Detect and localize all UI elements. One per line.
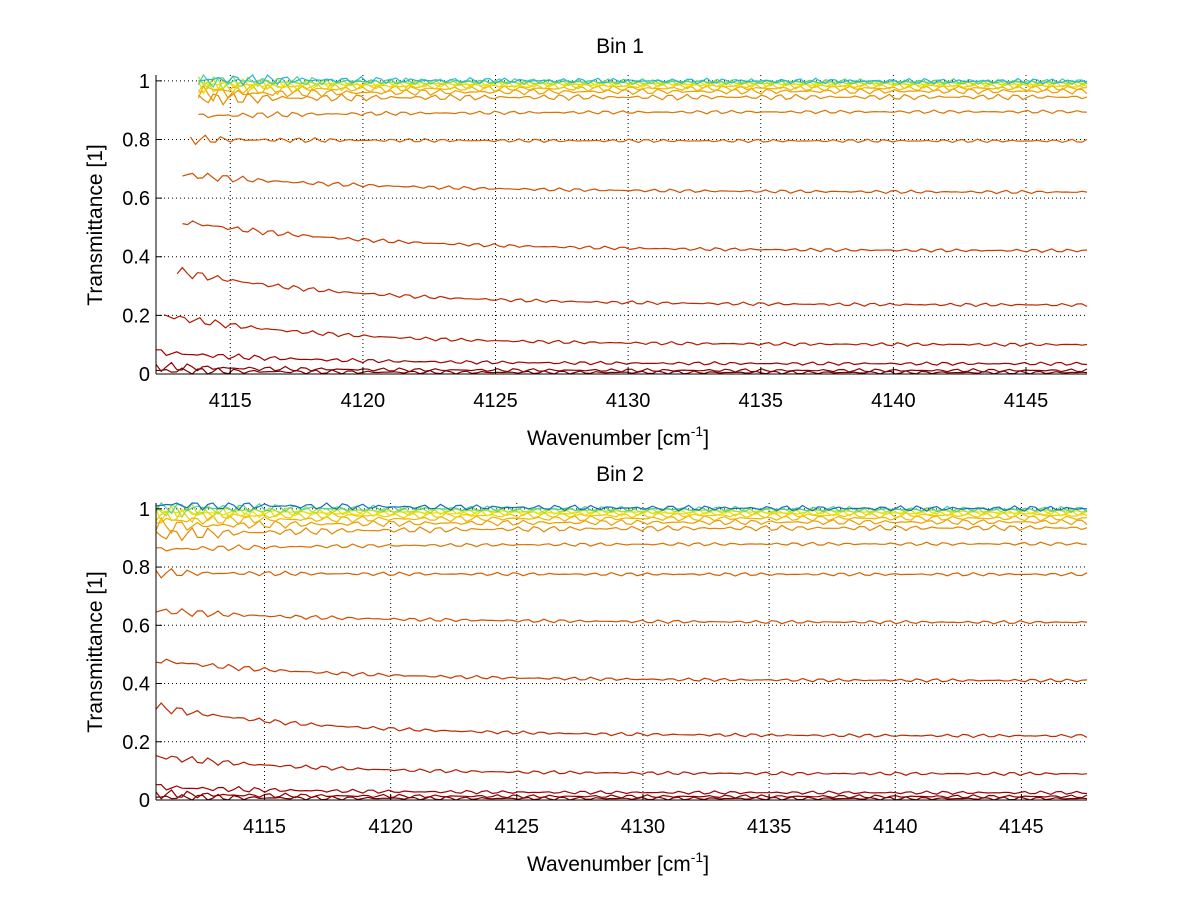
- x-axis-label-superscript: -1: [691, 423, 704, 439]
- y-tick-label: 0.6: [122, 615, 150, 637]
- series-line: [155, 361, 1088, 373]
- x-tick-label: 4130: [621, 816, 666, 838]
- y-tick-label: 0.2: [122, 732, 150, 754]
- series-line: [155, 514, 1088, 526]
- series-line: [190, 134, 1088, 146]
- series-line: [197, 75, 1088, 91]
- y-tick-label: 1: [139, 499, 150, 521]
- x-tick-label: 4115: [243, 816, 286, 838]
- series-line: [156, 349, 1088, 367]
- x-axis-label: Wavenumber [cm-1]: [527, 423, 709, 450]
- series-line: [198, 109, 1088, 119]
- x-tick-label: 4130: [606, 390, 651, 412]
- x-tick-label: 4125: [495, 816, 540, 838]
- x-tick-label: 4115: [209, 390, 252, 412]
- series-line: [155, 783, 1088, 796]
- series-line: [155, 658, 1088, 683]
- series-line: [155, 503, 1088, 519]
- x-tick-label: 4120: [368, 816, 413, 838]
- series-line: [197, 90, 1088, 106]
- series-line: [197, 77, 1088, 95]
- series-line: [155, 505, 1088, 523]
- chart-title: Bin 2: [596, 463, 644, 486]
- x-tick-label: 4135: [747, 816, 792, 838]
- x-tick-label: 4140: [873, 816, 918, 838]
- y-tick-label: 1: [139, 71, 150, 93]
- series-line: [198, 77, 1087, 90]
- series-line: [155, 755, 1088, 776]
- chart-title: Bin 1: [596, 35, 644, 58]
- x-tick-label: 4120: [341, 390, 386, 412]
- series-line: [155, 608, 1088, 625]
- x-axis-label-superscript: -1: [691, 849, 704, 865]
- x-tick-label: 4125: [473, 390, 518, 412]
- series-line: [155, 541, 1088, 552]
- series-line: [155, 502, 1088, 512]
- x-tick-label: 4145: [999, 816, 1044, 838]
- series-line: [155, 567, 1088, 579]
- series-line: [182, 220, 1088, 253]
- y-tick-label: 0.2: [122, 305, 150, 327]
- x-tick-label: 4140: [871, 390, 916, 412]
- x-axis-label-end: ]: [703, 427, 709, 450]
- y-axis-label: Transmittance [1]: [84, 571, 107, 732]
- subplot-bin-2: Bin 2 Transmittance [1] Wavenumber [cm-1…: [84, 463, 1088, 876]
- y-axis-label: Transmittance [1]: [84, 144, 107, 305]
- series-line: [198, 74, 1088, 86]
- x-tick-label: 4135: [739, 390, 784, 412]
- series-line: [155, 702, 1088, 739]
- series-line: [155, 789, 1088, 800]
- x-axis-label: Wavenumber [cm-1]: [527, 849, 709, 876]
- y-tick-label: 0: [139, 364, 150, 386]
- series-line: [155, 516, 1088, 535]
- x-axis-label-end: ]: [703, 853, 709, 876]
- series-line: [176, 266, 1088, 308]
- y-tick-label: 0.8: [122, 129, 150, 151]
- series-line: [163, 314, 1088, 347]
- x-axis-label-main: Wavenumber [cm: [527, 427, 691, 450]
- subplot-bin-1: Bin 1 Transmittance [1] Wavenumber [cm-1…: [84, 35, 1088, 450]
- y-tick-label: 0.8: [122, 557, 150, 579]
- y-tick-label: 0.4: [122, 674, 150, 696]
- y-tick-label: 0.6: [122, 188, 150, 210]
- y-tick-label: 0.4: [122, 247, 150, 269]
- y-tick-label: 0: [139, 790, 150, 812]
- x-tick-label: 4145: [1004, 390, 1049, 412]
- x-axis-label-main: Wavenumber [cm: [527, 853, 691, 876]
- series-line: [155, 524, 1088, 542]
- series-line: [182, 172, 1088, 195]
